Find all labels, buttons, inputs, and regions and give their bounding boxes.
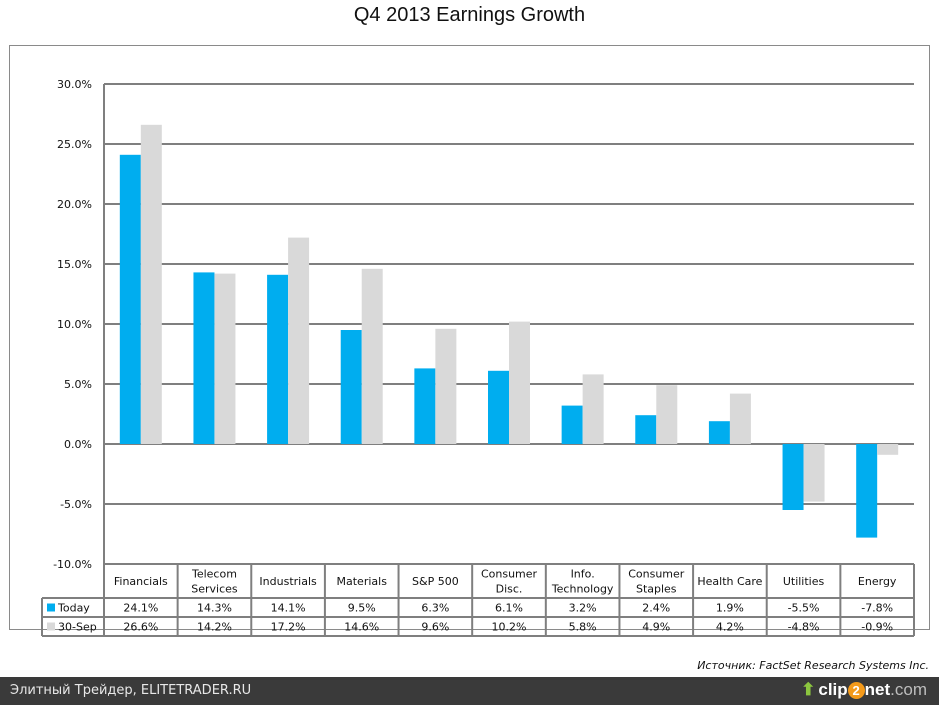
table-cell-value: 14.2% [197,621,232,634]
table-cell-value: 14.3% [197,602,232,615]
table-cell-value: -7.8% [861,602,893,615]
y-tick-label: 5.0% [64,378,92,391]
data-table: Financials Telecom Services Industrials Mate… [41,563,915,637]
table-cell-value: -0.9% [861,621,893,634]
logo-two: 2 [847,682,865,699]
chart-frame [9,45,930,630]
legend-label: 30-Sep [58,621,97,634]
bar-today [119,154,141,445]
category-label: Materials [337,575,388,588]
table-cell-value: 9.5% [348,602,376,615]
bar-today [708,421,730,444]
y-tick-label: 0.0% [64,438,92,451]
bar-today [488,370,509,444]
footer-bar: Элитный Трейдер, ELITETRADER.RU ⬆ clip 2 ne… [0,677,939,705]
table-cell-value: 1.9% [716,602,744,615]
table-cell-value: 3.2% [569,602,597,615]
bar-today [267,274,289,444]
logo-net: net [864,680,891,699]
category-label: S&P 500 [412,575,459,588]
y-tick-label: 15.0% [57,258,92,271]
logo-clip: clip [818,680,848,699]
y-tick-label: 25.0% [57,138,92,151]
bar-today [340,330,362,444]
bar-30-sep [361,268,383,444]
bar-today [193,272,215,444]
table-cell-value: 14.6% [344,621,379,634]
table-cell-value: 5.8% [569,621,597,634]
bar-30-sep [656,385,678,444]
bar-30-sep [288,237,310,444]
bar-today [414,368,436,444]
bar-today [782,444,804,510]
bar-today [856,444,878,538]
y-tick-label: 20.0% [57,198,92,211]
y-tick-label: -5.0% [60,498,92,511]
bar-30-sep [582,374,604,444]
table-cell-value: 6.3% [421,602,449,615]
table-cell-value: 24.1% [123,602,158,615]
legend-swatch [47,622,55,631]
category-label: Energy [858,575,897,588]
table-cell-value: 17.2% [271,621,306,634]
category-label: Consumer [628,568,685,581]
table-cell-value: -5.5% [788,602,820,615]
source-note: Источник: FactSet Research Systems Inc. [697,659,929,672]
bar-today [635,415,657,444]
legend-label: Today [57,602,90,615]
bar-30-sep [435,328,457,444]
y-tick-label: 30.0% [57,78,92,91]
category-label: Info. [571,568,595,581]
table-cell-value: 26.6% [123,621,158,634]
category-label: Industrials [259,575,317,588]
table-cell-value: 10.2% [492,621,527,634]
bar-30-sep [140,124,162,445]
y-tick-label: -10.0% [53,558,92,571]
category-label: Financials [114,575,168,588]
category-label: Staples [636,583,677,596]
category-label: Utilities [783,575,825,588]
category-label: Services [191,583,238,596]
upload-arrow-icon: ⬆ [801,680,816,699]
table-cell-value: 4.2% [716,621,744,634]
y-axis-ticks: 30.0% 25.0% 20.0% 15.0% 10.0% 5.0% 0.0% -5.0% -1… [53,78,92,571]
y-tick-label: 10.0% [57,318,92,331]
table-cell-value: 14.1% [271,602,306,615]
footer-site-text: Элитный Трейдер, ELITETRADER.RU [10,683,252,698]
bar-30-sep [214,273,236,444]
category-label: Telecom [191,568,237,581]
legend-swatch [47,603,55,612]
table-cell-value: 4.9% [642,621,670,634]
bar-30-sep [877,444,899,455]
table-cell-value: -4.8% [788,621,820,634]
chart-title: Q4 2013 Earnings Growth [353,4,586,26]
bar-30-sep [729,393,751,444]
table-cell-value: 6.1% [495,602,523,615]
bar-30-sep [803,444,825,502]
bars [119,124,899,538]
logo-com: .com [890,680,927,699]
bar-30-sep [509,321,530,444]
table-cell-value: 2.4% [642,602,670,615]
category-label: Disc. [496,583,523,596]
category-label: Technology [551,583,614,596]
category-label: Health Care [697,575,762,588]
table-cell-value: 9.6% [421,621,449,634]
category-label: Consumer [481,568,538,581]
clip2net-logo[interactable]: ⬆ clip 2 net.com [801,680,927,700]
bar-today [561,405,583,444]
